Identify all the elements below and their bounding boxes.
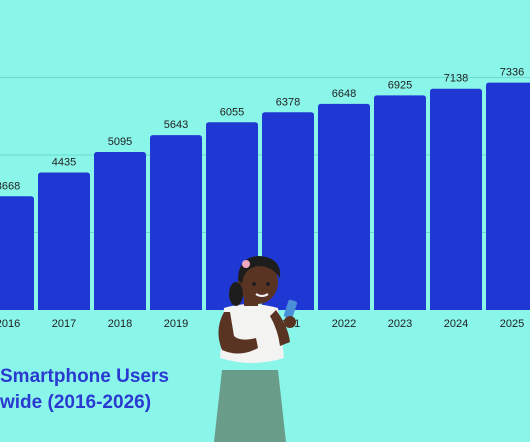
value-label-2023: 6925 xyxy=(388,79,412,91)
value-label-2018: 5095 xyxy=(108,136,132,148)
value-label-2017: 4435 xyxy=(52,157,76,169)
bar-2021 xyxy=(262,112,314,310)
woman-with-phone-illustration xyxy=(214,256,298,442)
value-label-2025: 7336 xyxy=(500,67,524,79)
bar-2019 xyxy=(150,135,202,310)
bar-2024 xyxy=(430,88,482,310)
x-tick-label-2024: 2024 xyxy=(444,318,468,330)
bar-2017 xyxy=(38,172,90,310)
chart-title-line-1: Smartphone Users xyxy=(0,366,169,387)
value-label-2024: 7138 xyxy=(444,73,468,85)
x-tick-label-2022: 2022 xyxy=(332,318,356,330)
bar-2022 xyxy=(318,103,370,310)
value-label-2020: 6055 xyxy=(220,106,244,118)
value-label-2016: 3668 xyxy=(0,180,20,192)
x-tick-label-2023: 2023 xyxy=(388,318,412,330)
bar-2023 xyxy=(374,95,426,310)
x-tick-label-2018: 2018 xyxy=(108,318,132,330)
value-label-2022: 6648 xyxy=(332,88,356,100)
x-tick-label-2019: 2019 xyxy=(164,318,188,330)
value-label-2019: 5643 xyxy=(164,119,188,131)
value-label-2021: 6378 xyxy=(276,96,300,108)
x-tick-label-2017: 2017 xyxy=(52,318,76,330)
x-tick-label-2016: 2016 xyxy=(0,318,20,330)
value-labels: 3668 4435 5095 5643 6055 6378 6648 6925 7138 7336 xyxy=(0,67,524,193)
bar-2025 xyxy=(486,82,530,310)
x-tick-label-2025: 2025 xyxy=(500,318,524,330)
bar-2018 xyxy=(94,152,146,310)
chart-title-line-2: wide (2016-2026) xyxy=(0,392,152,413)
bar-2016 xyxy=(0,196,34,310)
